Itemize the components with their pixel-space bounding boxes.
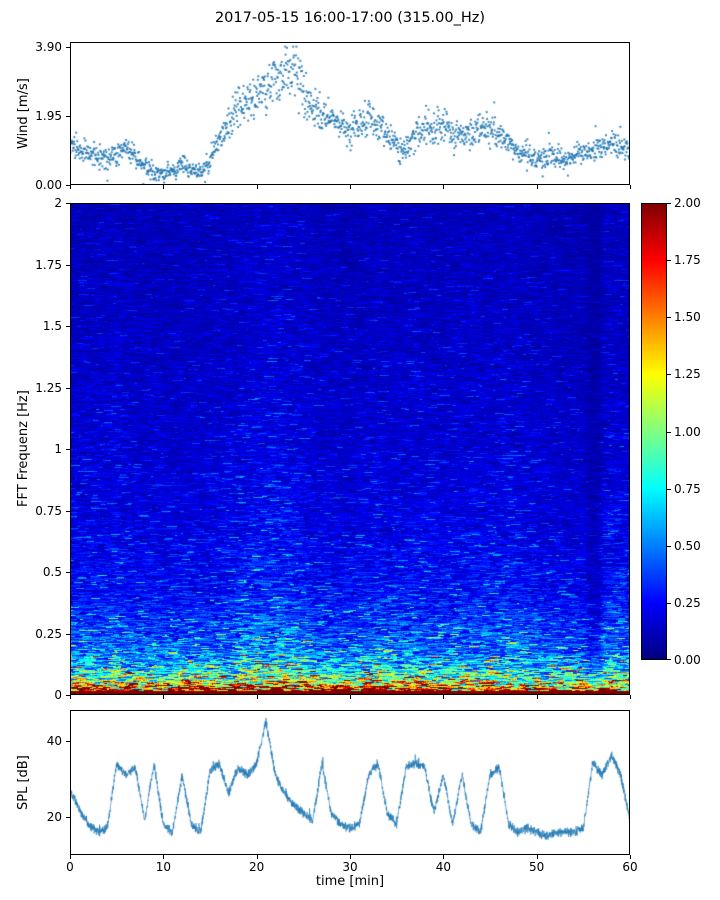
y-tick-label: 1.25	[35, 380, 62, 395]
colorbar-tick-label: 2.00	[674, 196, 701, 210]
tick-mark	[66, 184, 70, 186]
y-tick-label: 20	[46, 809, 62, 824]
tick-mark	[66, 46, 70, 48]
y-tick-label: 0	[54, 688, 62, 702]
colorbar-tick-label: 1.25	[674, 367, 701, 382]
colorbar-tick-label: 1.75	[674, 253, 701, 268]
y-tick-label: 1	[54, 442, 62, 456]
tick-mark	[66, 816, 70, 818]
x-axis-label: time [min]	[315, 874, 385, 889]
tick-mark	[66, 694, 70, 696]
tick-mark	[629, 855, 631, 859]
y-tick-label: 2	[54, 196, 62, 210]
tick-mark	[66, 740, 70, 742]
tick-mark	[162, 185, 164, 189]
tick-mark	[667, 259, 671, 261]
colorbar-tick-label: 0.75	[674, 481, 701, 496]
tick-mark	[66, 571, 70, 573]
x-tick-label: 60	[622, 860, 638, 874]
y-tick-label: 0.75	[35, 503, 62, 518]
tick-mark	[66, 325, 70, 327]
x-tick-label: 50	[529, 860, 545, 874]
tick-mark	[66, 264, 70, 266]
tick-mark	[66, 510, 70, 512]
tick-mark	[69, 185, 71, 189]
tick-mark	[66, 387, 70, 389]
tick-mark	[667, 202, 671, 204]
tick-mark	[667, 545, 671, 547]
colorbar-tick-label: 0.50	[674, 538, 701, 553]
tick-mark	[667, 316, 671, 318]
tick-mark	[629, 185, 631, 189]
tick-mark	[536, 695, 538, 699]
tick-mark	[442, 695, 444, 699]
y-tick-label: 0.25	[35, 626, 62, 641]
tick-mark	[256, 695, 258, 699]
tick-mark	[256, 855, 258, 859]
tick-mark	[66, 202, 70, 204]
y-tick-label: 40	[46, 733, 62, 748]
colorbar-tick-label: 1.00	[674, 424, 701, 439]
tick-mark	[667, 488, 671, 490]
x-tick-label: 20	[249, 860, 265, 874]
y-tick-label: 1.5	[42, 319, 62, 333]
y-tick-label: 3.90	[35, 40, 62, 55]
tick-mark	[162, 855, 164, 859]
figure-title: 2017-05-15 16:00-17:00 (315.00_Hz)	[214, 10, 486, 26]
wind-scatter-canvas	[70, 42, 630, 185]
tick-mark	[442, 855, 444, 859]
tick-mark	[349, 855, 351, 859]
spectrogram-canvas	[70, 203, 630, 695]
tick-mark	[349, 695, 351, 699]
tick-mark	[667, 658, 671, 660]
colorbar-tick-label: 1.50	[674, 310, 701, 325]
tick-mark	[69, 695, 71, 699]
tick-mark	[66, 448, 70, 450]
x-tick-label: 10	[155, 860, 171, 874]
y-tick-label: 1.75	[35, 257, 62, 272]
tick-mark	[162, 695, 164, 699]
tick-mark	[349, 185, 351, 189]
tick-mark	[667, 431, 671, 433]
spl-line-canvas	[70, 710, 630, 855]
tick-mark	[69, 855, 71, 859]
x-tick-label: 0	[66, 860, 74, 874]
tick-mark	[442, 185, 444, 189]
y-tick-label: 1.95	[35, 109, 62, 124]
tick-mark	[667, 602, 671, 604]
x-tick-label: 40	[435, 860, 451, 874]
y-tick-label: 0.5	[42, 565, 62, 579]
tick-mark	[629, 695, 631, 699]
colorbar-canvas	[641, 203, 667, 660]
tick-mark	[536, 855, 538, 859]
colorbar-tick-label: 0.25	[674, 595, 701, 610]
tick-mark	[536, 185, 538, 189]
tick-mark	[667, 373, 671, 375]
tick-mark	[66, 115, 70, 117]
tick-mark	[66, 633, 70, 635]
tick-mark	[256, 185, 258, 189]
colorbar-tick-label: 0.00	[674, 653, 701, 667]
x-tick-label: 30	[342, 860, 358, 874]
y-tick-label: 0.00	[35, 178, 62, 192]
